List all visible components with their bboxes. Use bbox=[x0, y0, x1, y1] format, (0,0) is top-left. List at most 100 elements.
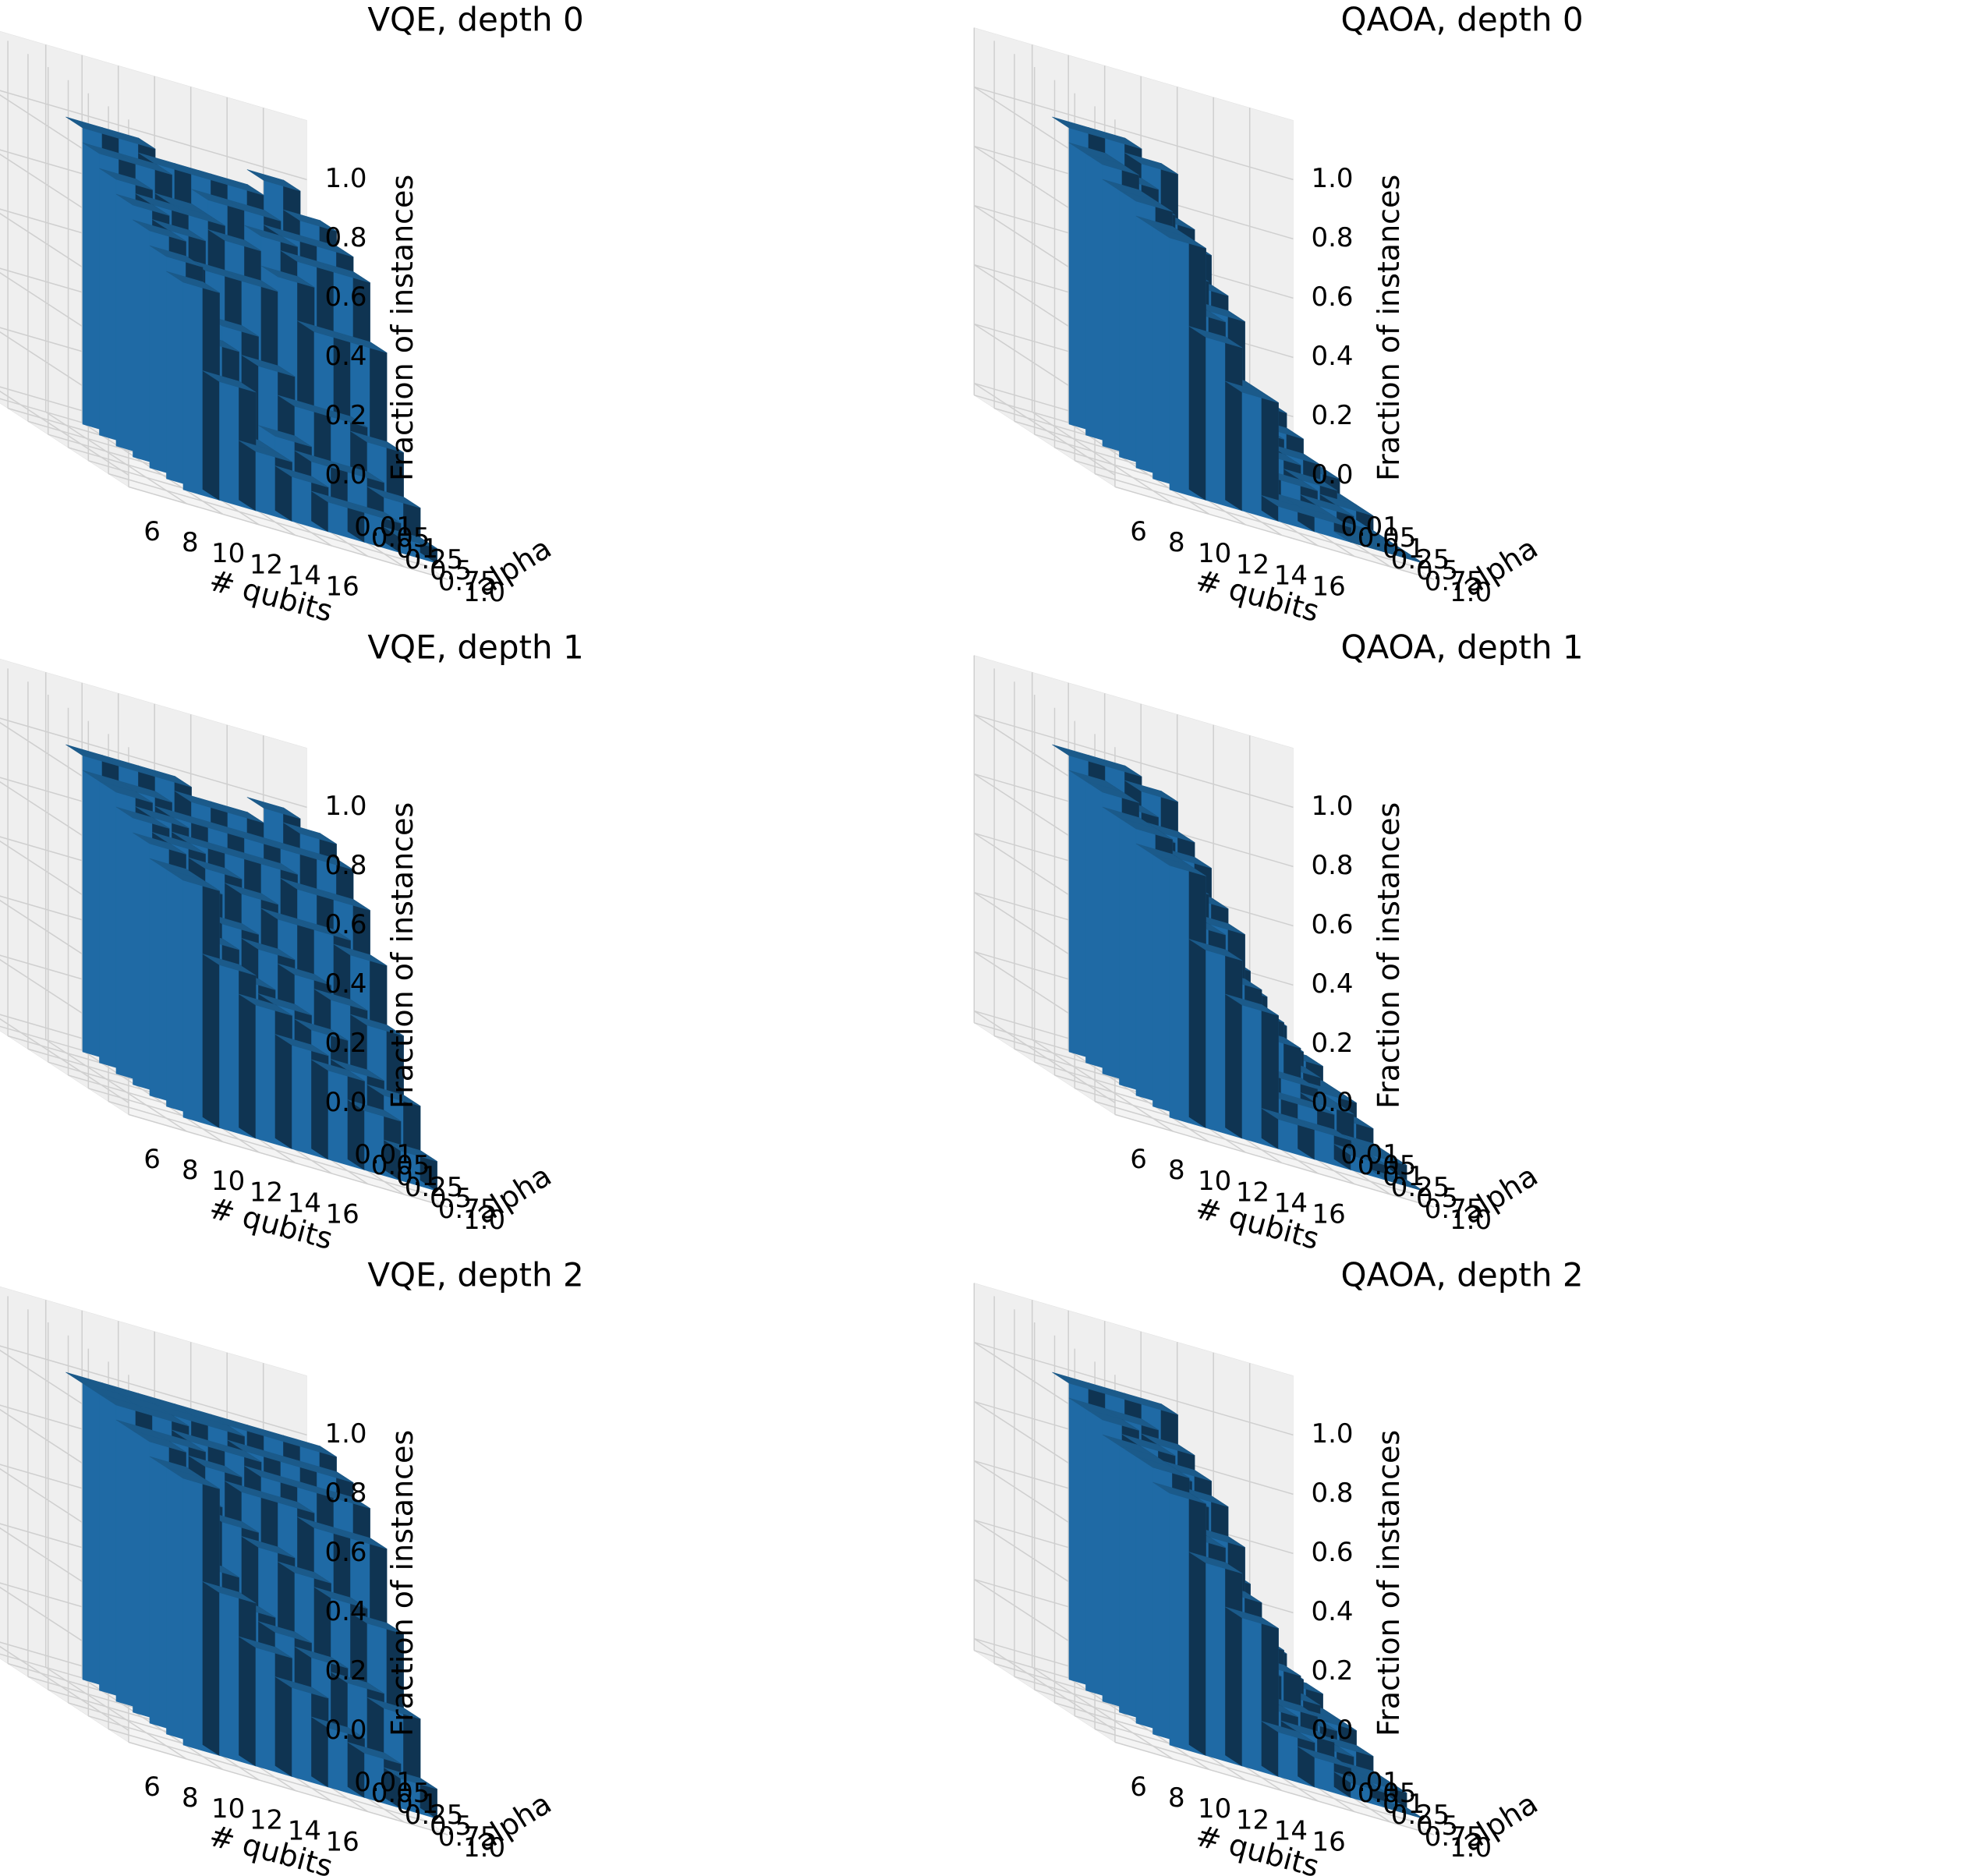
bar bbox=[202, 1581, 257, 1767]
bar-top-face bbox=[1298, 1746, 1351, 1768]
y-tick-label: 0.5 bbox=[430, 1183, 472, 1214]
bar bbox=[1370, 541, 1424, 564]
bar-top-face bbox=[350, 1014, 404, 1036]
z-tick-label: 1.0 bbox=[324, 1418, 366, 1449]
bar-top-face bbox=[333, 331, 388, 353]
y-axis-label: alpha bbox=[469, 1159, 558, 1231]
x-tick-label: 8 bbox=[1168, 527, 1185, 558]
z-axis-label: Fraction of instances bbox=[385, 175, 420, 481]
bar-top-face bbox=[283, 1435, 337, 1457]
bar-top-face bbox=[1225, 993, 1279, 1016]
z-axis-label: Fraction of instances bbox=[1372, 175, 1406, 481]
x-tick-label: 6 bbox=[1130, 1772, 1147, 1803]
z-tick-label: 0.0 bbox=[1311, 1087, 1353, 1118]
grid-line bbox=[128, 1741, 448, 1835]
bar-top-face bbox=[138, 765, 192, 788]
bar bbox=[384, 526, 437, 564]
bar-top-face bbox=[313, 989, 368, 1011]
bar-top-face bbox=[225, 270, 278, 292]
bar-top-face bbox=[241, 938, 296, 961]
bar-top-face bbox=[311, 1059, 365, 1081]
chart-title: QAOA, depth 0 bbox=[1340, 1, 1583, 39]
z-axis-label: Fraction of instances bbox=[385, 802, 420, 1109]
grid-line bbox=[108, 1728, 428, 1823]
grid-line bbox=[45, 1039, 187, 1132]
bar-top-face bbox=[299, 235, 354, 257]
bar-top-face bbox=[283, 822, 337, 844]
z-tick-label: 1.0 bbox=[324, 163, 366, 194]
y-tick-label: 1.0 bbox=[1450, 577, 1492, 608]
z-tick-label: 0.6 bbox=[1311, 909, 1353, 940]
z-tick-label: 0.6 bbox=[1311, 1537, 1353, 1568]
grid-line bbox=[45, 1666, 187, 1760]
bar-side-face bbox=[274, 1647, 292, 1777]
bar-top-face bbox=[152, 1430, 206, 1453]
bar-top-face bbox=[1225, 1606, 1279, 1629]
bar-top-face bbox=[1135, 1456, 1190, 1478]
bar-top-face bbox=[1119, 189, 1173, 212]
grid-line bbox=[974, 86, 1294, 181]
bar-top-face bbox=[283, 209, 337, 232]
z-tick-label: 0.6 bbox=[324, 909, 366, 940]
y-tick-label: 0.75 bbox=[438, 1194, 497, 1225]
z-tick-label: 0.8 bbox=[1311, 222, 1353, 253]
bar bbox=[1370, 1796, 1424, 1819]
y-tick-label: 0.5 bbox=[1416, 1183, 1458, 1214]
bar-top-face bbox=[1152, 854, 1206, 876]
grid-line bbox=[973, 382, 1116, 476]
bar-top-face bbox=[115, 193, 170, 216]
bar-top-face bbox=[1152, 226, 1206, 249]
bar-side-face bbox=[202, 880, 220, 1128]
bar-top-face bbox=[299, 848, 354, 870]
bar-top-face bbox=[384, 1767, 437, 1789]
bar-side-face bbox=[1261, 1004, 1279, 1149]
bar-top-face bbox=[347, 1742, 402, 1765]
x-tick-label: 6 bbox=[1130, 516, 1147, 547]
z-tick-label: 0.0 bbox=[324, 459, 366, 490]
bar-top-face bbox=[1121, 1434, 1176, 1457]
y-tick-label: 0.25 bbox=[1391, 544, 1450, 575]
bar-top-face bbox=[294, 1646, 349, 1669]
bar bbox=[274, 465, 329, 533]
x-tick-label: 16 bbox=[326, 572, 359, 603]
y-tick-label: 0.01 bbox=[354, 1139, 413, 1170]
bar-top-face bbox=[202, 954, 257, 976]
bar bbox=[1370, 1169, 1424, 1191]
bar-top-face bbox=[207, 1440, 262, 1463]
z-tick-label: 1.0 bbox=[1311, 791, 1353, 822]
bar-top-face bbox=[331, 1059, 384, 1081]
grid-line bbox=[0, 390, 129, 476]
bar-top-face bbox=[1370, 1796, 1424, 1819]
grid-line bbox=[974, 713, 1294, 809]
x-tick-label: 12 bbox=[1236, 1804, 1269, 1835]
x-tick-label: 10 bbox=[1198, 1166, 1231, 1197]
bar-top-face bbox=[278, 963, 331, 986]
bar-side-face bbox=[239, 1591, 257, 1767]
bar-side-face bbox=[1188, 865, 1206, 1128]
bar-top-face bbox=[1085, 1408, 1139, 1431]
bar-top-face bbox=[1370, 1169, 1424, 1191]
y-tick-label: 0.75 bbox=[1425, 1821, 1484, 1853]
bar-top-face bbox=[1300, 494, 1354, 517]
z-tick-label: 0.4 bbox=[324, 1596, 366, 1627]
bar bbox=[1152, 226, 1206, 501]
bar-top-face bbox=[239, 440, 292, 462]
bar-top-face bbox=[299, 1460, 354, 1483]
bar-top-face bbox=[211, 173, 264, 196]
bar bbox=[384, 1767, 437, 1819]
bar-top-face bbox=[1124, 780, 1178, 802]
bar-side-face bbox=[1188, 1492, 1206, 1756]
bar-top-face bbox=[207, 229, 262, 252]
bar-top-face bbox=[241, 355, 296, 377]
x-tick-label: 16 bbox=[1312, 572, 1346, 603]
bar-top-face bbox=[1353, 1143, 1407, 1166]
x-tick-label: 8 bbox=[1168, 1782, 1185, 1814]
bar bbox=[1225, 1606, 1279, 1777]
grid-line bbox=[45, 411, 187, 504]
y-tick-label: 1.0 bbox=[463, 577, 505, 608]
z-tick-label: 1.0 bbox=[1311, 163, 1353, 194]
y-axis-label: alpha bbox=[1456, 1159, 1544, 1231]
bar-side-face bbox=[202, 281, 220, 501]
bar-top-face bbox=[1370, 541, 1424, 564]
